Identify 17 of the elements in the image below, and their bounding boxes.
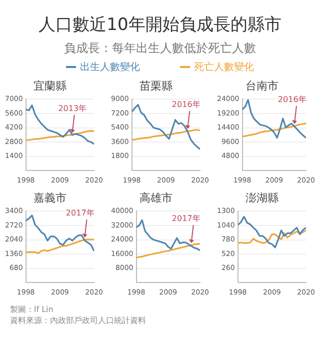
text: 負成長：每年出生人數低於死亡人數	[63, 40, 257, 57]
text: 製圖：lf Lin	[10, 304, 54, 315]
annotation: 2017年	[172, 214, 200, 224]
text: 人口數近10年開始負成長的縣市	[38, 14, 282, 36]
chart-title: 苗栗縣	[140, 79, 172, 92]
annotation: 2016年	[278, 95, 306, 104]
chart-title: 高雄市	[140, 191, 172, 204]
legend-label: 出生人數變化	[80, 60, 140, 74]
chart-title: 宜蘭縣	[34, 79, 66, 92]
annotation: 2013年	[58, 104, 87, 113]
chart-title: 台南市	[246, 79, 278, 92]
chart-title: 澎湖縣	[246, 191, 278, 204]
annotation: 2017年	[66, 208, 94, 218]
chart-title: 嘉義市	[34, 191, 66, 204]
annotation: 2016年	[172, 100, 200, 110]
legend-label: 死亡人數變化	[194, 60, 254, 74]
source-note: 資料來源：內政部戶政司人口統計資料	[10, 315, 147, 326]
